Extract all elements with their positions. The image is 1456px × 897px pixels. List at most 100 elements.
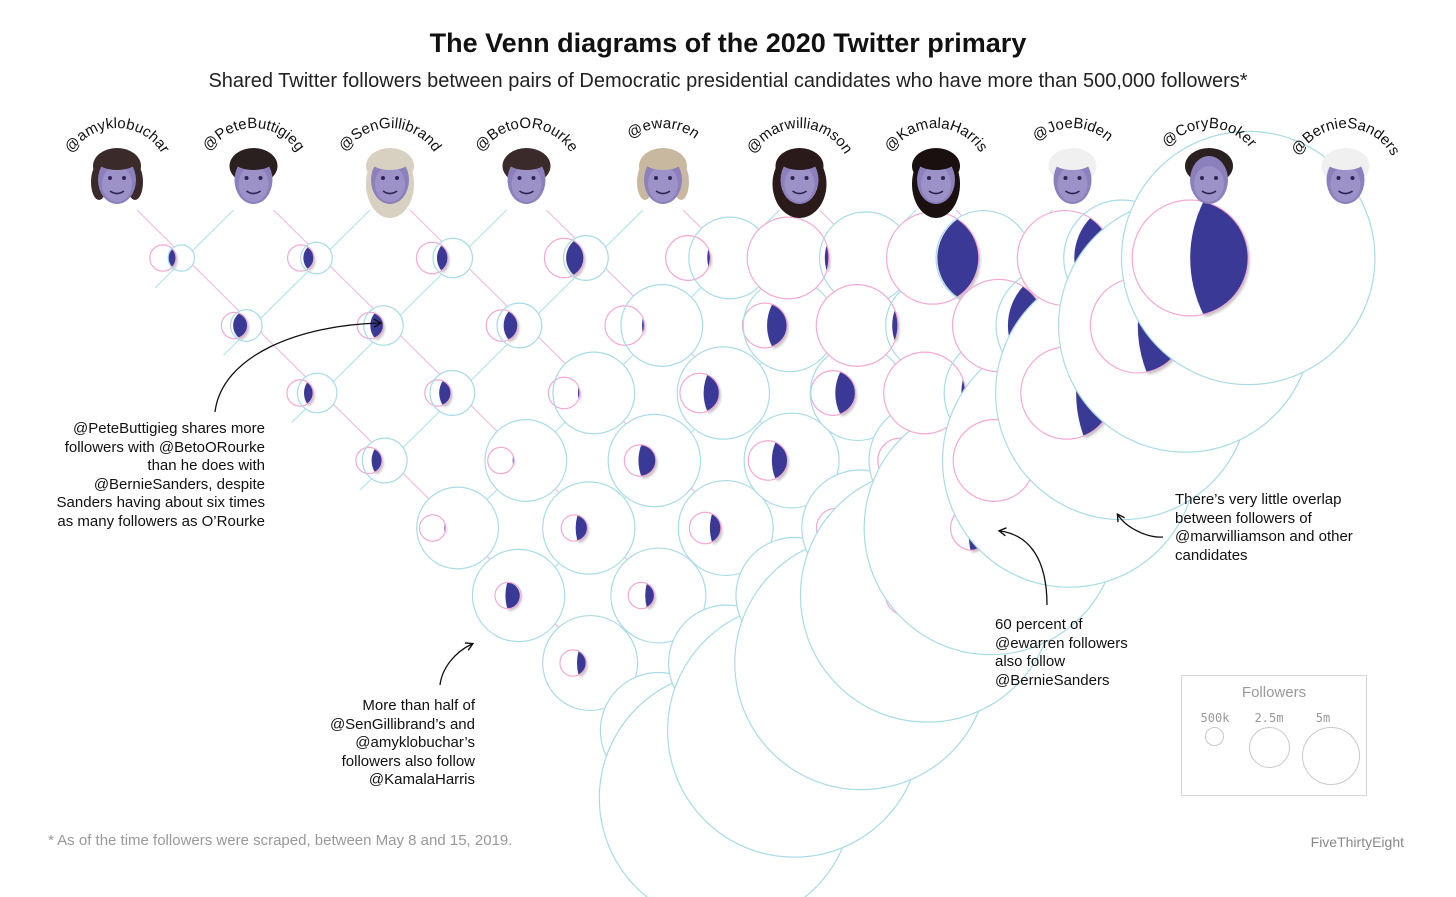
venn-overlap (709, 513, 721, 543)
eye (531, 176, 536, 180)
venn-circle-a (746, 216, 830, 300)
eye (108, 176, 112, 180)
mouth (109, 190, 125, 195)
legend-circle-500k (1205, 727, 1224, 746)
eye (927, 176, 931, 180)
face-highlight (375, 166, 405, 202)
face-highlight (1330, 166, 1361, 202)
venn-bg-b (743, 279, 836, 372)
face-highlight (921, 166, 951, 202)
venn-circle-a (741, 302, 788, 349)
venn-cell (286, 372, 338, 414)
venn-bg-b (677, 346, 770, 440)
venn-overlap (575, 515, 588, 541)
hair-fringe (917, 154, 955, 170)
venn-bg-b (542, 615, 638, 711)
venn-circle-b (743, 412, 840, 509)
venn-circle-a (487, 446, 515, 475)
venn-circle-a (424, 379, 452, 407)
candidate-head: @JoeBiden (1029, 115, 1116, 204)
venn-bg-a (747, 217, 829, 299)
venn-circle-b (610, 547, 707, 644)
venn-circle-a (356, 311, 385, 340)
venn-overlap (303, 246, 314, 270)
candidate-head: @SenGillibrand (335, 115, 445, 218)
eye (941, 176, 945, 180)
venn-cell (355, 437, 408, 484)
venn-cell (220, 309, 263, 342)
venn-cell (485, 302, 543, 349)
venn-circle-a (543, 237, 585, 279)
annotation-warren: 60 percent of @ewarren followers also fo… (995, 616, 1128, 689)
venn-circle-a (415, 241, 449, 275)
venn-overlap (436, 245, 448, 271)
venn-bg-b (484, 419, 567, 502)
venn-overlap (577, 651, 587, 675)
venn-cell (471, 548, 566, 643)
hair-fringe (644, 154, 682, 170)
venn-circle-b (607, 413, 702, 508)
eye (1200, 176, 1204, 180)
venn-circle-b (300, 241, 333, 275)
footnote: * As of the time followers were scraped,… (48, 832, 513, 849)
face-highlight (1057, 166, 1088, 202)
venn-cells (149, 130, 1376, 897)
venn-bg-b (362, 438, 408, 483)
venn-circle-b (432, 237, 474, 279)
venn-cell (610, 547, 707, 644)
venn-circle-a (688, 511, 722, 545)
venn-cell (415, 237, 474, 279)
venn-circle-a (286, 379, 314, 407)
venn-circle-a (604, 305, 646, 346)
size-legend: Followers 500k 2.5m 5m (1181, 675, 1367, 796)
eye (517, 176, 522, 180)
eye (1350, 176, 1355, 180)
venn-circle-b (416, 486, 500, 570)
venn-overlap (503, 311, 518, 340)
eye (244, 176, 249, 180)
mouth (928, 190, 944, 195)
venn-circle-a (560, 514, 589, 542)
legend-circle-5m (1302, 727, 1360, 785)
candidate-head: @amyklobuchar (61, 115, 173, 204)
mouth (519, 190, 534, 195)
venn-overlap (1190, 201, 1249, 315)
venn-cell (484, 419, 568, 502)
venn-overlap (767, 304, 788, 347)
venn-cell (809, 344, 906, 442)
venn-circle-b (296, 372, 338, 414)
eye (668, 176, 672, 180)
venn-bg-b (610, 548, 706, 643)
venn-circle-a (815, 284, 899, 367)
venn-circle-b (676, 346, 771, 440)
venn-bg-b (416, 487, 499, 569)
venn-cell (677, 479, 774, 577)
face-highlight (1194, 166, 1224, 202)
legend-label-500k: 500k (1200, 711, 1230, 725)
hair-fringe (1053, 154, 1092, 170)
hair-fringe (507, 154, 546, 170)
venn-circle-b (542, 614, 639, 712)
venn-circle-b (562, 235, 609, 281)
mouth (246, 190, 261, 195)
venn-circle-b (363, 305, 404, 346)
hair-fringe (1326, 154, 1365, 170)
candidate-head: @BetoORourke (472, 115, 582, 204)
venn-circle-a (679, 372, 721, 414)
venn-circle-a (665, 235, 712, 281)
face-highlight (511, 166, 542, 202)
venn-overlap (566, 240, 584, 276)
annotation-williamson: There’s very little overlap between foll… (1175, 491, 1353, 564)
chart-subtitle: Shared Twitter followers between pairs o… (208, 70, 1248, 92)
venn-overlap (645, 583, 655, 608)
venn-cell (424, 370, 476, 416)
venn-cell (607, 413, 702, 508)
venn-circle-a (149, 244, 177, 272)
venn-circle-b (429, 370, 476, 416)
venn-overlap (892, 309, 899, 342)
eye (258, 176, 263, 180)
venn-circle-b (620, 284, 704, 367)
grid-line-cyan (154, 209, 234, 289)
candidate-head: @ewarren (624, 115, 703, 204)
venn-cell (741, 278, 837, 373)
